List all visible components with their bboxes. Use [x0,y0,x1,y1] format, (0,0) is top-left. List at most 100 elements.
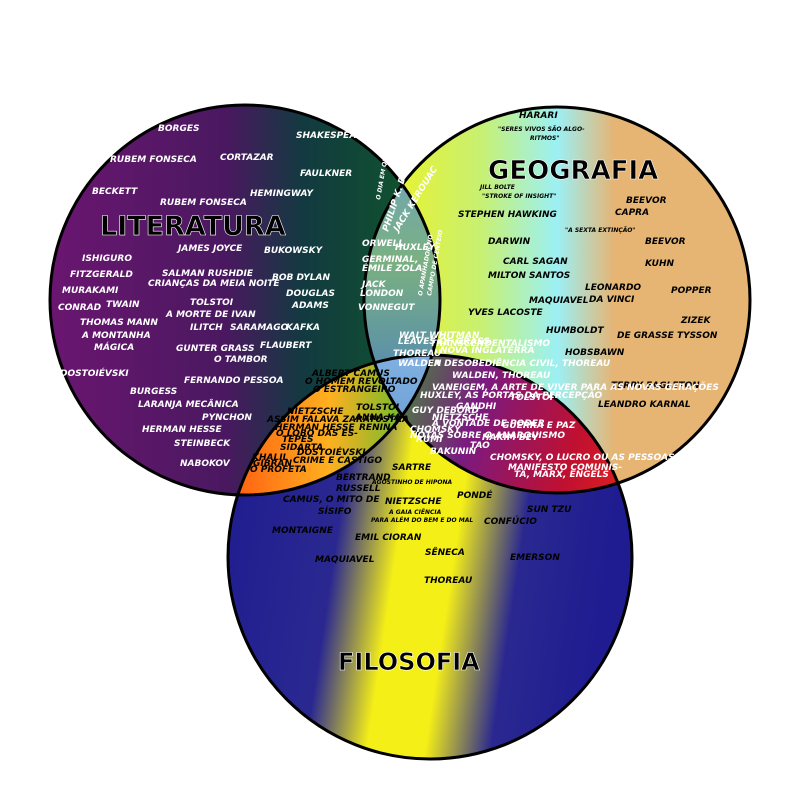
list-item: RUSSELL [336,484,381,494]
list-item: TOLSTOI [510,393,554,403]
list-item: DOUGLAS [286,289,335,299]
list-item: PONDÉ [457,489,493,501]
list-item: THOREAU [424,576,473,586]
list-item: THOMAS MANN [80,318,158,328]
list-item: NIETZSCHE [287,407,344,417]
overlap-geo-fil-items: TRANSCENDENTALISMO NOVA INGLATERRA A DES… [410,339,719,480]
list-item: O ESTRANGEIRO [313,385,396,395]
list-item: CONFÚCIO [484,515,537,527]
list-item: CHOMSKY, O LUCRO OU AS PESSOAS [490,453,675,463]
list-item: GERMINAL, [362,255,418,265]
list-item: "STROKE OF INSIGHT" [482,193,556,200]
list-item: MÁGICA [94,341,134,353]
list-item: PYNCHON [202,413,252,423]
list-item: NOTAS SOBRE O ANARQUISMO [410,431,565,441]
list-item: SARAMAGO [230,323,289,333]
list-item: SHAKESPEARE [296,131,370,141]
list-item: A GAIA CIÊNCIA [388,509,442,516]
outline-geografia [362,105,752,495]
list-item: BEEVOR [645,237,686,247]
list-item: EMERSON [510,553,560,563]
list-item: EMIL CIORAN [355,533,422,543]
list-item: RUBEM FONSECA [110,155,197,165]
list-item: KAFKA [286,323,320,333]
list-item: HOBSBAWN [565,348,625,358]
list-item: "SERES VIVOS SÃO ALGO- [498,126,585,133]
list-item: O LOBO DAS ES- [276,429,358,439]
list-item: GANDHI [456,402,497,412]
list-item: MURAKAMI [62,286,119,296]
title-geografia: GEOGRAFIA [488,156,658,186]
list-item: GUY DEBORD [412,406,479,416]
list-item: ALBERT CAMUS [311,369,390,379]
list-item: DARWIN [488,237,531,247]
list-item: HERMAN HESSE [275,423,356,433]
list-item: A MONTANHA [81,331,151,341]
list-item: ÉMILE ZOLA [362,262,422,274]
list-item: DOSTOIÉVSKI [297,446,366,458]
list-item: A VONTADE DE PODER [431,419,545,429]
list-item: STEINBECK [174,439,231,449]
list-item: O TAMBOR [214,355,268,365]
list-item: LONDON [360,289,404,299]
list-item: ANNA KA- [354,413,405,423]
list-item: NIETZSCHE [385,497,442,507]
list-item: RITMOS" [530,135,559,142]
list-item: WALDEN, THOREAU [452,371,551,381]
list-item: ASSIM FALAVA ZARATUSTRA [266,415,409,425]
list-item: BOB DYLAN [272,273,330,283]
list-item: VANEIGEM, A ARTE DE VIVER PARA AS NOVAS … [432,381,719,393]
list-item: LEAVES OF GRASS [398,337,490,347]
list-item: SÊNECA [425,547,465,558]
list-item: BAKUNIN [430,447,477,457]
list-item: FITZGERALD [70,270,133,280]
list-item: SIDARTA [280,443,323,453]
title-literatura: LITERATURA [100,211,286,242]
list-item: HARARI [519,111,558,121]
list-item: ILITCH [190,323,223,333]
center-item: WALDEN [398,359,442,369]
list-item: HUXLEY [395,243,437,253]
list-item: BERTRAND [336,473,391,483]
list-item: TRANSCENDENTALISMO [430,339,550,349]
list-item: CORTAZAR [220,153,274,163]
list-item: O HOMEM REVOLTADO [305,377,418,387]
list-item: NIETZSCHE [432,413,489,423]
list-item: FERNANDO PESSOA [184,376,284,386]
list-item: SÍSIFO [318,505,352,517]
list-item: SALMAN RUSHDIE [162,269,254,279]
list-item: CAPRA [615,208,649,218]
list-item: BURGESS [130,387,177,397]
list-item: JILL BOLTE [479,184,516,191]
list-item: HERMAN HESSE [142,425,223,435]
list-item: BEEVOR [626,196,667,206]
list-item: ZIZEK [680,316,712,326]
overlap-geo-fil [364,355,632,493]
list-item: DE GRASSE TYSSON [617,331,718,341]
list-item: RUBEM FONSECA [160,198,247,208]
list-item: MANIFESTO COMUNIS- [508,463,622,473]
list-item: SUN TZU [527,505,572,515]
list-item: TOLSTOI [356,403,400,413]
list-item: LARANJA MECÂNICA [138,399,239,410]
list-item: CHOMSKY [410,425,462,435]
list-item: HUMBOLDT [546,326,605,336]
list-item: GIBRAN [253,459,292,469]
list-item: DA VINCI [589,295,635,305]
list-item: FLAUBERT [260,341,312,351]
list-item: CAMUS, O MITO DE [283,495,380,505]
list-item: BUKOWSKY [264,246,324,256]
list-item: GUNTER GRASS [176,344,255,354]
list-item: FAULKNER [300,169,352,179]
list-item: PARA ALÉM DO BEM E DO MAL [371,516,473,524]
list-item: SARTRE [392,463,432,473]
list-item: A MORTE DE IVAN [165,310,256,320]
list-item: JAMES JOYCE [176,244,243,254]
list-item: HUXLEY, AS PORTAS DA PERCEPÇÃO [420,390,603,401]
list-item: TOLSTOI [190,298,234,308]
list-item: LEONARDO [585,283,641,293]
list-item: GUERRA E PAZ [502,421,576,431]
list-item: TEPES [282,435,314,445]
